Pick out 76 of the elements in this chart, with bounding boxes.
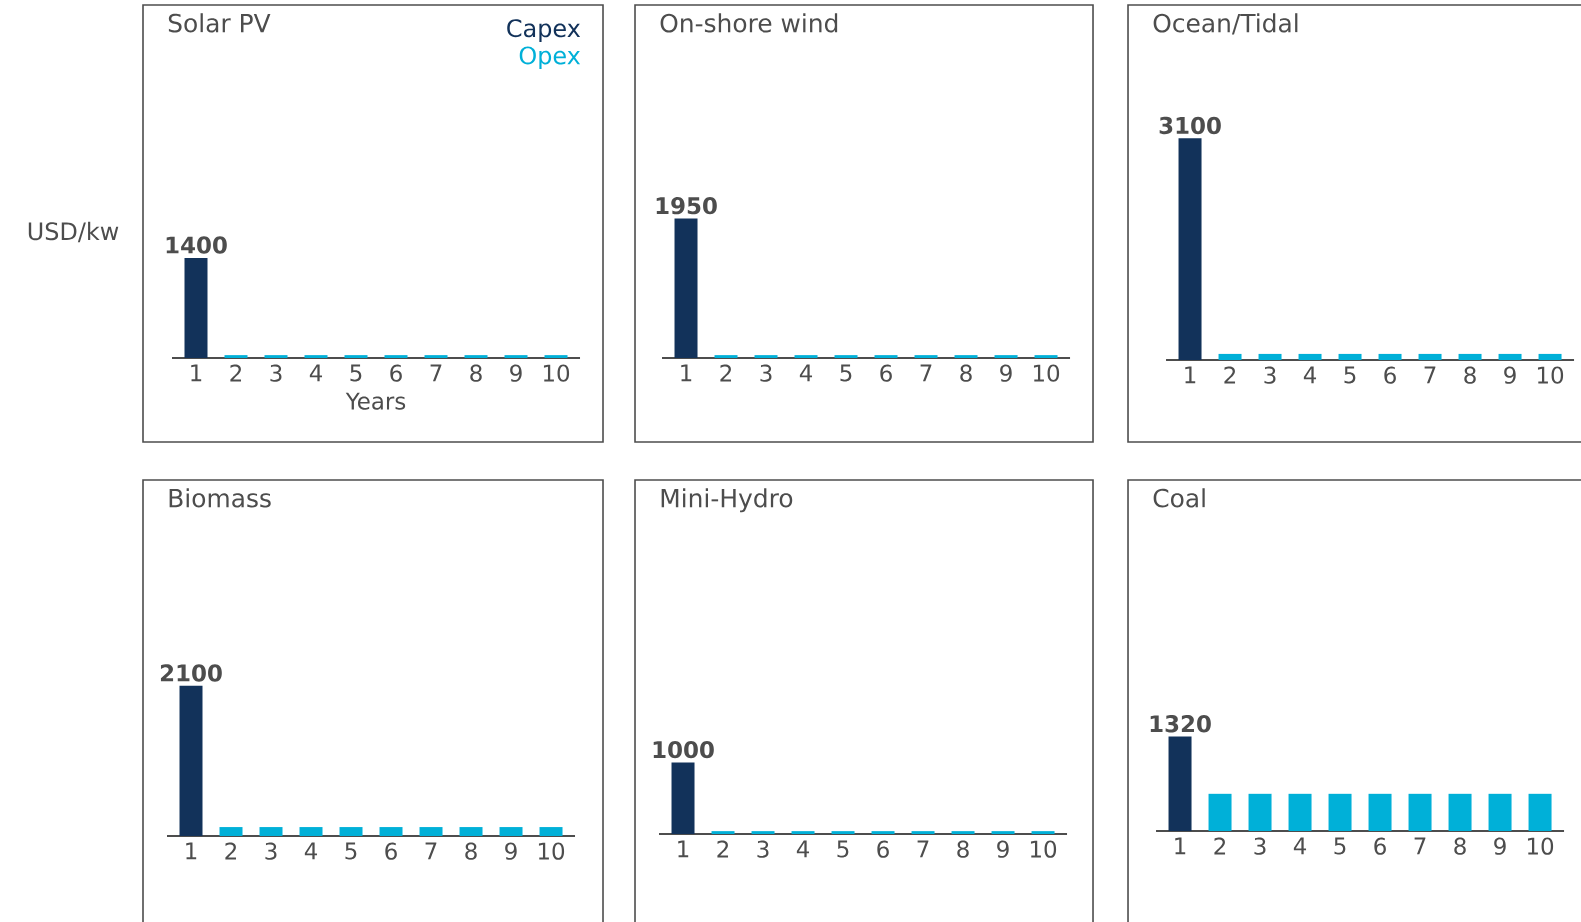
chart-title: Ocean/Tidal xyxy=(1153,13,1298,35)
x-tick-label: 10 xyxy=(1527,837,1554,855)
x-tick-label: 5 xyxy=(840,364,852,382)
x-tick-label: 8 xyxy=(957,840,969,858)
x-tick-label: 10 xyxy=(1033,364,1060,382)
x-tick-label: 1 xyxy=(678,840,689,858)
chart-title: Mini-Hydro xyxy=(661,488,793,513)
x-tick-label: 5 xyxy=(1334,837,1346,855)
data-label: 3100 xyxy=(1159,116,1221,135)
x-tick-label: 7 xyxy=(917,840,929,858)
text: Capex xyxy=(507,19,581,42)
chart-title: Biomass xyxy=(169,488,271,508)
x-tick-label: 9 xyxy=(505,842,517,860)
x-tick-label: 7 xyxy=(430,364,442,382)
x-tick-label: 2 xyxy=(1214,837,1226,855)
x-tick-label: 5 xyxy=(350,364,362,382)
x-tick-label: 6 xyxy=(1384,366,1396,384)
chart-title: Solar PV xyxy=(168,13,271,33)
x-tick-label: 7 xyxy=(425,842,437,860)
x-tick-label: 3 xyxy=(760,364,772,382)
x-tick-label: 7 xyxy=(920,364,932,382)
x-tick-label: 9 xyxy=(1504,366,1516,384)
x-tick-label: 2 xyxy=(225,842,237,860)
x-tick-label: 8 xyxy=(465,842,477,860)
x-tick-label: 1 xyxy=(191,364,202,382)
data-label: 1320 xyxy=(1150,715,1211,733)
x-tick-label: 2 xyxy=(717,840,729,858)
x-tick-label: 6 xyxy=(880,364,892,382)
x-tick-label: 9 xyxy=(1494,837,1506,855)
x-tick-label: 7 xyxy=(1424,366,1436,384)
x-tick-label: 3 xyxy=(1254,837,1266,855)
x-tick-label: 4 xyxy=(799,364,813,382)
x-tick-label: 4 xyxy=(309,364,323,382)
x-tick-label: 4 xyxy=(796,840,810,858)
x-tick-label: 4 xyxy=(1293,837,1307,855)
x-tick-label: 3 xyxy=(265,842,277,860)
text: Opex xyxy=(519,46,581,70)
x-tick-label: 5 xyxy=(1344,366,1356,384)
x-tick-label: 9 xyxy=(510,364,522,382)
x-tick-label: 4 xyxy=(304,842,318,860)
x-tick-label: 1 xyxy=(1175,837,1186,855)
x-tick-label: 2 xyxy=(720,364,732,382)
x-tick-label: 10 xyxy=(1030,840,1057,858)
x-tick-label: 2 xyxy=(230,364,242,382)
x-tick-label: 5 xyxy=(837,840,849,858)
x-tick-label: 8 xyxy=(1454,837,1466,855)
y-axis-title: USD/kw xyxy=(28,221,119,243)
x-tick-label: 6 xyxy=(877,840,889,858)
x-tick-label: 3 xyxy=(757,840,769,858)
data-label: 1400 xyxy=(166,236,227,254)
x-tick-label: 10 xyxy=(1537,366,1564,384)
chart-title: Coal xyxy=(1153,488,1205,508)
x-tick-label: 4 xyxy=(1303,366,1317,384)
x-axis-title: Years xyxy=(345,392,406,410)
x-tick-label: 6 xyxy=(385,842,397,860)
x-tick-label: 8 xyxy=(470,364,482,382)
x-tick-label: 3 xyxy=(1264,366,1276,384)
x-tick-label: 5 xyxy=(345,842,357,860)
x-tick-label: 1 xyxy=(681,364,692,382)
x-tick-label: 9 xyxy=(997,840,1009,858)
x-tick-label: 9 xyxy=(1000,364,1012,382)
x-tick-label: 1 xyxy=(1185,366,1196,384)
data-label: 2100 xyxy=(160,664,222,682)
x-tick-label: 6 xyxy=(1374,837,1386,855)
x-tick-label: 3 xyxy=(270,364,282,382)
chart-title: On-shore wind xyxy=(660,13,838,33)
data-label: 1000 xyxy=(653,740,714,759)
x-tick-label: 8 xyxy=(1464,366,1476,384)
data-label: 1950 xyxy=(656,197,717,215)
x-tick-label: 10 xyxy=(543,364,570,382)
x-tick-label: 7 xyxy=(1414,837,1426,855)
x-tick-label: 2 xyxy=(1224,366,1236,384)
x-tick-label: 8 xyxy=(960,364,972,382)
x-tick-label: 6 xyxy=(390,364,402,382)
x-tick-label: 1 xyxy=(186,842,197,860)
x-tick-label: 10 xyxy=(538,842,565,860)
